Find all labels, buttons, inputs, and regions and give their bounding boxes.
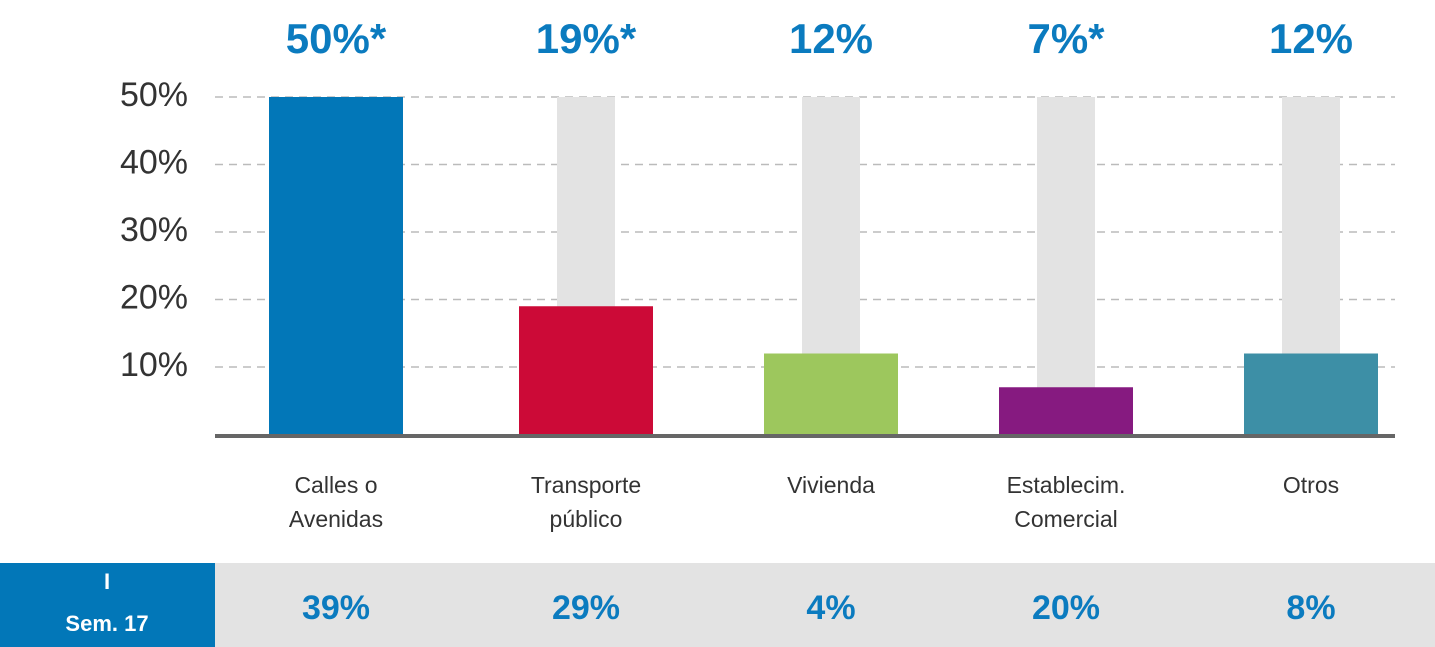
value-label: 12% xyxy=(1269,15,1353,62)
bar xyxy=(1244,353,1378,435)
comparison-value: 39% xyxy=(302,589,370,627)
x-tick-label: Calles o Avenidas xyxy=(288,472,384,532)
value-label: 19%* xyxy=(536,15,637,62)
comparison-header-label: Sem. 17 xyxy=(65,611,148,636)
value-label: 12% xyxy=(789,15,873,62)
value-label: 7%* xyxy=(1027,15,1105,62)
x-tick-label: Transporte público xyxy=(530,472,642,532)
bar-background xyxy=(1037,97,1095,435)
x-tick-label: Establecim. Comercial xyxy=(1006,472,1126,532)
y-tick-label: 20% xyxy=(120,278,188,316)
comparison-value: 29% xyxy=(552,589,620,627)
x-tick-label: Vivienda xyxy=(787,472,875,498)
y-tick-label: 50% xyxy=(120,76,188,114)
y-tick-label: 30% xyxy=(120,211,188,249)
bar xyxy=(519,306,653,435)
x-tick-label: Otros xyxy=(1282,472,1340,498)
bar xyxy=(764,353,898,435)
comparison-header-label: I xyxy=(104,569,110,594)
comparison-value: 4% xyxy=(806,589,855,627)
bar xyxy=(269,97,403,435)
comparison-band xyxy=(215,563,1435,647)
comparison-value: 20% xyxy=(1032,589,1100,627)
comparison-value: 8% xyxy=(1286,589,1335,627)
y-tick-label: 40% xyxy=(120,143,188,181)
value-label: 50%* xyxy=(286,15,387,62)
comparison-header xyxy=(0,563,215,647)
y-tick-label: 10% xyxy=(120,346,188,384)
bar xyxy=(999,387,1133,435)
